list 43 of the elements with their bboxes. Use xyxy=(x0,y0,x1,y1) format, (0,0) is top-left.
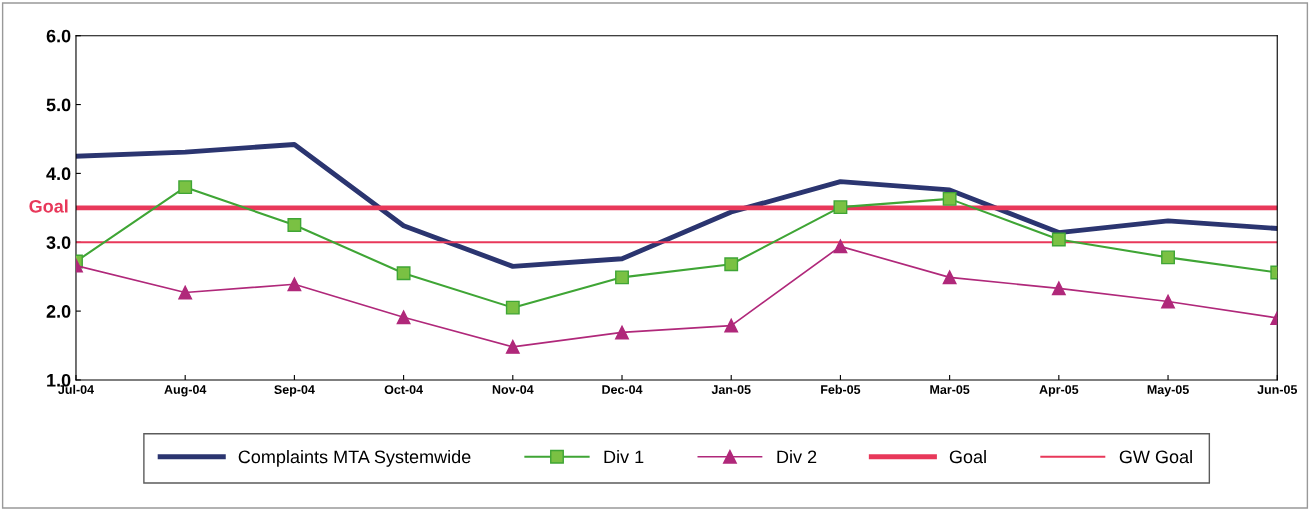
text: Goal xyxy=(29,199,68,213)
y-tick-label: 5.0 xyxy=(46,98,71,112)
point xyxy=(1161,250,1175,265)
point xyxy=(505,339,520,354)
x-tick-label: Oct-04 xyxy=(384,385,423,394)
point xyxy=(942,191,957,206)
legend-label: Complaints MTA Systemwide xyxy=(238,449,471,467)
point xyxy=(833,200,848,215)
point xyxy=(942,270,957,285)
legend-label: Div 2 xyxy=(777,449,817,464)
line-series xyxy=(75,142,1278,269)
x-tick-label: Aug-04 xyxy=(164,385,207,397)
point xyxy=(505,300,520,315)
legend-label: Goal xyxy=(949,449,986,464)
point xyxy=(615,270,629,285)
x-tick-label: Feb-05 xyxy=(821,384,861,394)
point xyxy=(396,310,411,325)
legend-label: GW Goal xyxy=(1119,449,1192,464)
point xyxy=(1051,281,1066,296)
point xyxy=(833,239,848,254)
point xyxy=(396,266,411,281)
y-tick-label: 2.0 xyxy=(46,305,71,318)
point xyxy=(287,277,302,292)
point xyxy=(1051,232,1066,247)
x-tick-label: Apr-05 xyxy=(1039,385,1079,397)
x-tick-label: Jan-05 xyxy=(711,385,751,394)
y-tick-label: 6.0 xyxy=(46,29,71,43)
legend-label: Div 1 xyxy=(604,449,644,464)
point xyxy=(178,180,193,195)
y-tick-label: 4.0 xyxy=(46,167,71,181)
y-tick-label: 3.0 xyxy=(46,236,71,249)
x-tick-label: Dec-04 xyxy=(602,385,643,394)
x-tick-label: Jun-05 xyxy=(1257,385,1298,394)
point xyxy=(1161,294,1175,309)
x-tick-label: May-05 xyxy=(1147,385,1189,397)
point xyxy=(178,285,193,300)
point xyxy=(724,257,739,272)
x-tick-label: Sep-04 xyxy=(274,385,315,397)
x-tick-label: Nov-04 xyxy=(492,385,534,394)
point xyxy=(615,325,629,340)
point xyxy=(724,318,739,333)
point xyxy=(287,218,302,232)
x-tick-label: Mar-05 xyxy=(930,385,970,394)
